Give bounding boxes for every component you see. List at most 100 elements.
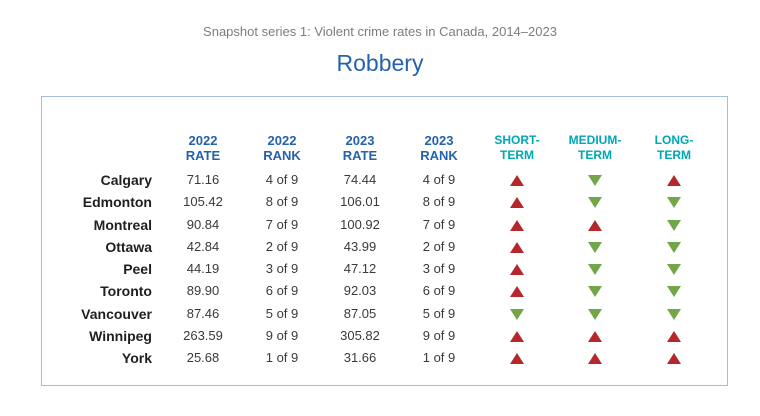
header-medium-term: MEDIUM- TERM: [550, 133, 640, 163]
cell-rate2022: 71.16: [186, 172, 220, 187]
cell-rate2022: 44.19: [186, 261, 220, 276]
header-2023-rank: 2023 RANK: [394, 133, 484, 163]
city-name: Edmonton: [82, 194, 152, 211]
arrow-up-icon: [510, 197, 524, 209]
arrow-up-icon: [588, 330, 602, 342]
city-name: Peel: [123, 261, 152, 277]
cell-rate2023: 31.66: [343, 350, 377, 365]
cell-rank2023: 8 of 9: [422, 194, 456, 210]
cell-rank2022: 8 of 9: [265, 194, 299, 210]
cell-rank2022: 1 of 9: [265, 350, 299, 365]
header-line: RATE: [342, 148, 378, 163]
header-line: RANK: [420, 148, 458, 163]
arrow-down-icon: [588, 286, 602, 298]
table-row: Montreal 90.84 7 of 9 100.92 7 of 9: [0, 214, 760, 236]
cell-rank2023: 6 of 9: [422, 283, 456, 299]
arrow-up-icon: [588, 219, 602, 231]
cell-rate2023: 87.05: [343, 305, 377, 321]
cell-rank2022: 4 of 9: [265, 172, 299, 187]
cell-rate2023: 106.01: [340, 194, 380, 210]
cell-rate2023: 43.99: [343, 238, 377, 254]
city-name: York: [121, 350, 152, 366]
header-line: 2023: [424, 133, 454, 148]
header-line: LONG-: [654, 133, 694, 147]
header-2022-rate: 2022 RATE: [158, 133, 248, 163]
cell-rate2023: 305.82: [340, 327, 380, 343]
arrow-up-icon: [510, 175, 524, 186]
arrow-down-icon: [588, 197, 602, 209]
cell-rate2022: 25.68: [186, 350, 220, 365]
cell-rank2022: 7 of 9: [265, 216, 299, 232]
arrow-up-icon: [510, 353, 524, 364]
city-name: Calgary: [100, 172, 152, 188]
cell-rate2022: 42.84: [186, 238, 220, 254]
arrow-up-icon: [510, 286, 524, 298]
city-name: Vancouver: [81, 305, 152, 322]
arrow-down-icon: [588, 241, 602, 253]
cell-rank2023: 4 of 9: [422, 172, 456, 187]
cell-rank2023: 3 of 9: [422, 261, 456, 276]
cell-rate2023: 74.44: [343, 172, 377, 187]
cell-rate2022: 89.90: [186, 283, 220, 299]
arrow-up-icon: [510, 219, 524, 231]
cell-rank2022: 5 of 9: [265, 305, 299, 321]
cell-rank2022: 6 of 9: [265, 283, 299, 299]
table-row: York 25.68 1 of 9 31.66 1 of 9: [0, 347, 760, 369]
cell-rank2023: 7 of 9: [422, 216, 456, 232]
table-row: Peel 44.19 3 of 9 47.12 3 of 9: [0, 258, 760, 280]
arrow-down-icon: [667, 286, 681, 298]
city-name: Toronto: [100, 283, 152, 300]
table-row: Toronto 89.90 6 of 9 92.03 6 of 9: [0, 280, 760, 302]
arrow-up-icon: [510, 241, 524, 253]
arrow-down-icon: [667, 264, 681, 275]
arrow-up-icon: [588, 353, 602, 364]
arrow-up-icon: [667, 330, 681, 342]
table-row: Edmonton 105.42 8 of 9 106.01 8 of 9: [0, 191, 760, 213]
cell-rate2023: 100.92: [340, 216, 380, 232]
arrow-up-icon: [667, 175, 681, 186]
cell-rate2022: 90.84: [186, 216, 220, 232]
arrow-down-icon: [588, 308, 602, 320]
cell-rank2023: 1 of 9: [422, 350, 456, 365]
cell-rate2022: 87.46: [186, 305, 220, 321]
table-panel: [41, 96, 728, 386]
cell-rank2022: 9 of 9: [265, 327, 299, 343]
arrow-up-icon: [510, 264, 524, 275]
header-line: RANK: [263, 148, 301, 163]
table-row: Ottawa 42.84 2 of 9 43.99 2 of 9: [0, 236, 760, 258]
cell-rank2022: 3 of 9: [265, 261, 299, 276]
cell-rate2022: 105.42: [183, 194, 223, 210]
header-2023-rate: 2023 RATE: [315, 133, 405, 163]
cell-rank2023: 2 of 9: [422, 238, 456, 254]
arrow-down-icon: [588, 264, 602, 275]
arrow-down-icon: [667, 219, 681, 231]
arrow-down-icon: [667, 308, 681, 320]
table-row: Vancouver 87.46 5 of 9 87.05 5 of 9: [0, 303, 760, 325]
header-line: RATE: [185, 148, 221, 163]
cell-rate2023: 92.03: [343, 283, 377, 299]
cell-rate2023: 47.12: [343, 261, 377, 276]
cell-rate2022: 263.59: [183, 327, 223, 343]
arrow-down-icon: [667, 197, 681, 209]
table-row: Calgary 71.16 4 of 9 74.44 4 of 9: [0, 169, 760, 191]
header-line: TERM: [578, 148, 612, 162]
city-name: Ottawa: [105, 238, 152, 255]
cell-rank2023: 9 of 9: [422, 327, 456, 343]
city-name: Winnipeg: [89, 327, 152, 344]
cell-rank2023: 5 of 9: [422, 305, 456, 321]
arrow-up-icon: [667, 353, 681, 364]
header-long-term: LONG- TERM: [629, 133, 719, 163]
header-line: TERM: [500, 148, 534, 162]
cell-rank2022: 2 of 9: [265, 238, 299, 254]
page-supertitle: Snapshot series 1: Violent crime rates i…: [203, 24, 557, 39]
header-short-term: SHORT- TERM: [472, 133, 562, 163]
arrow-up-icon: [510, 330, 524, 342]
header-2022-rank: 2022 RANK: [237, 133, 327, 163]
header-line: TERM: [657, 148, 691, 162]
arrow-down-icon: [667, 241, 681, 253]
arrow-down-icon: [588, 175, 602, 186]
header-line: 2023: [345, 133, 375, 148]
header-line: SHORT-: [494, 133, 540, 147]
header-line: 2022: [188, 133, 218, 148]
city-name: Montreal: [93, 216, 152, 233]
